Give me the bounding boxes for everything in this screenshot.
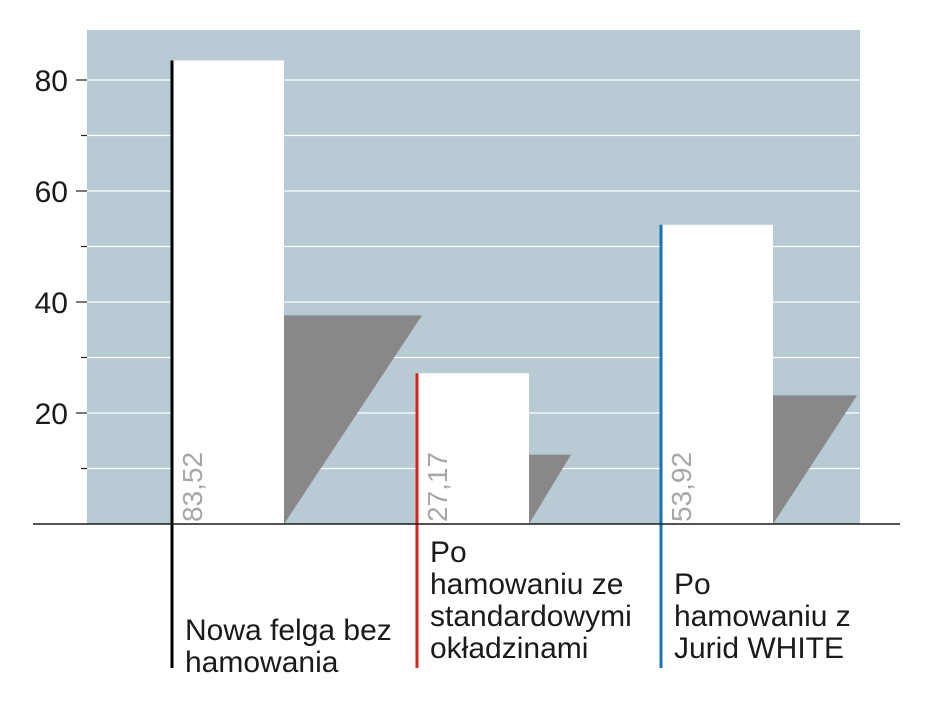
y-tick-label: 40 — [35, 287, 68, 320]
value-label: 83,52 — [177, 452, 208, 522]
category-label-line: hamowaniu ze — [430, 568, 623, 601]
y-tick-label: 60 — [35, 176, 68, 209]
category-label-line: standardowymi — [430, 600, 632, 633]
category-label-line: okładzinami — [430, 632, 588, 665]
y-tick-label: 20 — [35, 398, 68, 431]
bar-shadows — [284, 315, 857, 524]
bar — [417, 373, 529, 524]
bar-shadow — [284, 315, 422, 524]
value-label: 53,92 — [666, 452, 697, 522]
bars — [172, 60, 773, 525]
category-label-line: hamowania — [185, 646, 339, 679]
y-axis: 20 40 60 80 — [33, 65, 900, 525]
value-labels: 83,52 27,17 53,92 — [177, 452, 697, 522]
category-label-line: Po — [430, 536, 467, 569]
category-label-line: Jurid WHITE — [674, 632, 844, 665]
value-label: 27,17 — [422, 452, 453, 522]
category-accent-lines — [170, 60, 663, 668]
y-tick-label: 80 — [35, 65, 68, 98]
category-label-line: Nowa felga bez — [185, 614, 392, 647]
bar — [172, 60, 284, 525]
bar-shadow — [529, 454, 571, 524]
category-label-line: Po — [674, 568, 711, 601]
bar-shadow — [773, 395, 857, 524]
category-label-line: hamowaniu z — [674, 600, 851, 633]
bar — [661, 224, 773, 524]
